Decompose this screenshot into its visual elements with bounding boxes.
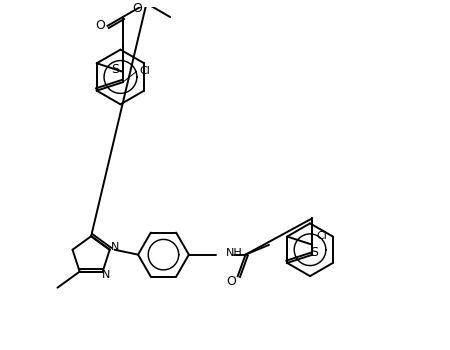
Text: Cl: Cl	[317, 231, 328, 241]
Text: S: S	[310, 246, 318, 259]
Text: N: N	[110, 242, 119, 252]
Text: methyl_dir: methyl_dir	[0, 349, 1, 350]
Text: N: N	[102, 270, 111, 280]
Text: S: S	[111, 63, 119, 76]
Text: Cl: Cl	[139, 66, 150, 76]
Text: NH: NH	[226, 248, 243, 258]
Text: O: O	[132, 2, 142, 15]
Text: O: O	[95, 19, 105, 32]
Text: O: O	[226, 274, 236, 287]
